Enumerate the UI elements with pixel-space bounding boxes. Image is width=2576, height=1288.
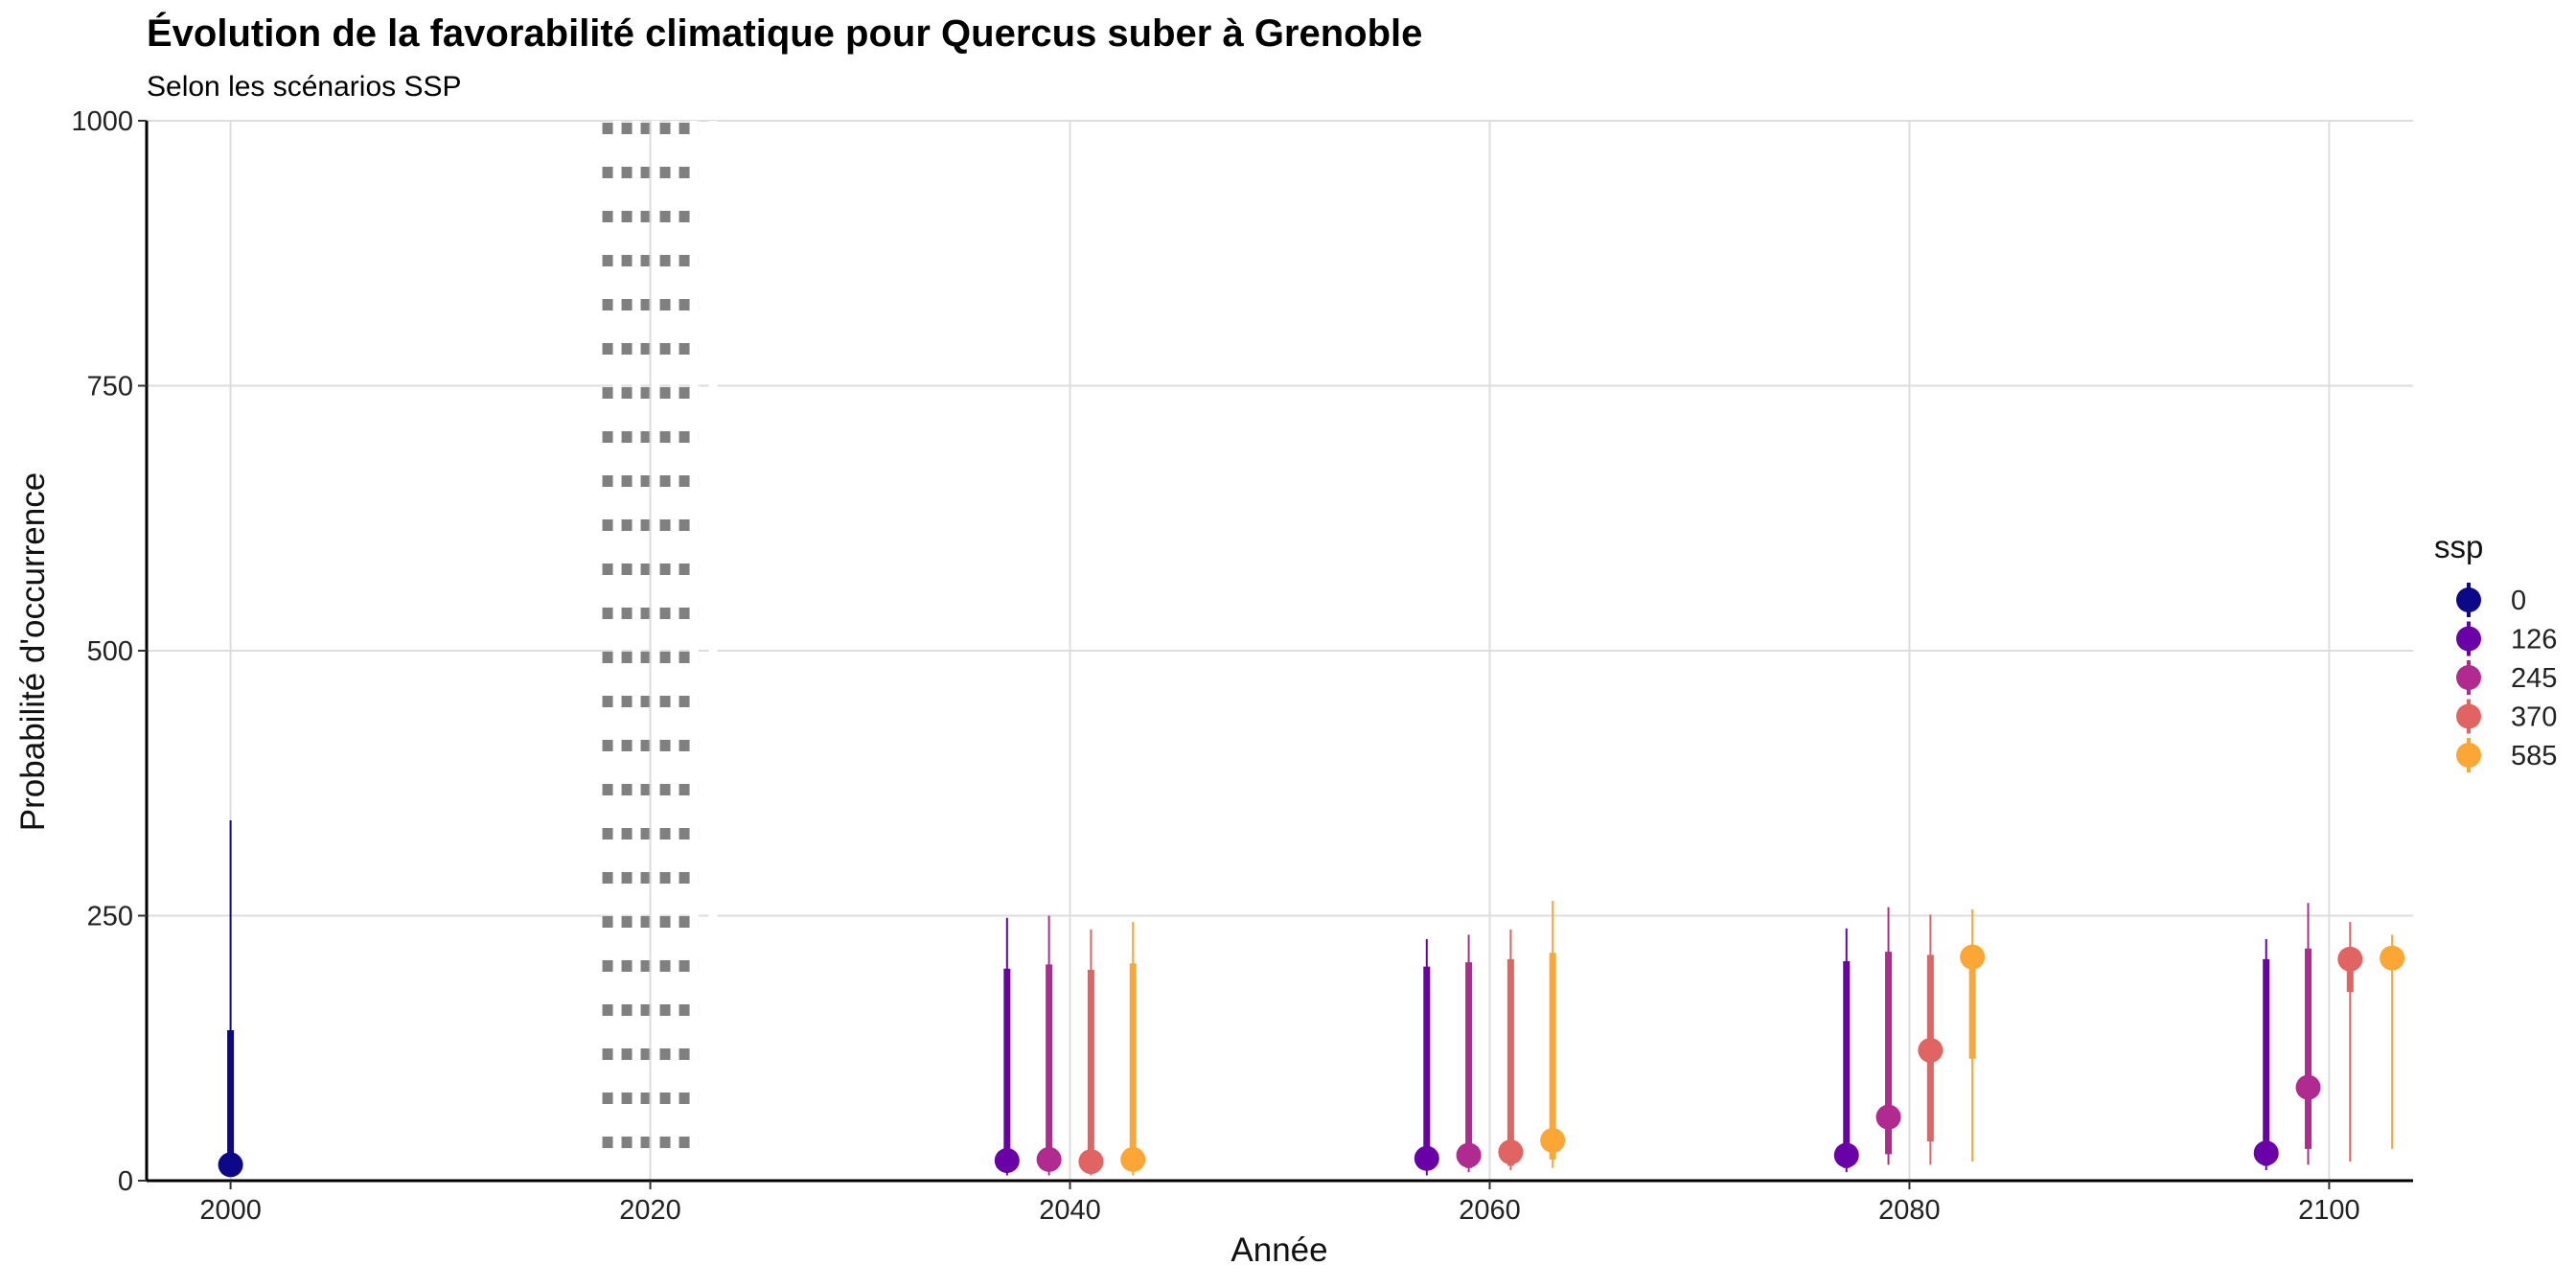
point-interval-ssp-245 bbox=[1875, 907, 1901, 1165]
reference-line-gap bbox=[689, 121, 699, 1181]
data-point bbox=[2253, 1140, 2279, 1166]
data-marks bbox=[218, 819, 2405, 1178]
data-point bbox=[1833, 1142, 1859, 1168]
point-interval-ssp-245 bbox=[1036, 915, 1062, 1176]
data-point bbox=[1875, 1104, 1901, 1130]
legend-label: 370 bbox=[2511, 702, 2557, 733]
point-interval-ssp-585 bbox=[1960, 908, 1986, 1162]
point-interval-ssp-126 bbox=[1414, 938, 1439, 1176]
legend-key-dot bbox=[2456, 703, 2481, 729]
y-axis-title: Probabilité d'occurrence bbox=[14, 472, 52, 831]
data-point bbox=[1414, 1145, 1439, 1171]
axes bbox=[138, 120, 2413, 1189]
legend-key-dot bbox=[2456, 587, 2481, 612]
data-point bbox=[2380, 945, 2405, 971]
x-axis-title: Année bbox=[1230, 1231, 1327, 1269]
x-tick-label: 2040 bbox=[1039, 1195, 1101, 1226]
legend-label: 0 bbox=[2511, 586, 2526, 616]
legend-item-0: 0 bbox=[2456, 583, 2526, 617]
chart-subtitle: Selon les scénarios SSP bbox=[147, 71, 462, 103]
reference-line-gap bbox=[651, 121, 660, 1181]
point-interval-ssp-370 bbox=[2337, 922, 2363, 1162]
data-point bbox=[1456, 1142, 1482, 1168]
gridlines bbox=[147, 120, 2413, 1182]
legend-label: 585 bbox=[2511, 741, 2557, 771]
reference-line-gap bbox=[632, 121, 641, 1181]
point-interval-ssp-126 bbox=[994, 917, 1020, 1176]
point-interval-ssp-370 bbox=[1078, 929, 1104, 1176]
data-point bbox=[994, 1147, 1020, 1173]
legend-item-245: 245 bbox=[2456, 660, 2557, 695]
x-tick-label: 2100 bbox=[2298, 1195, 2360, 1226]
legend-label: 245 bbox=[2511, 663, 2557, 694]
point-interval-ssp-245 bbox=[2295, 903, 2321, 1165]
reference-line-gap bbox=[612, 121, 622, 1181]
y-tick-label: 250 bbox=[87, 902, 133, 932]
data-point bbox=[1918, 1037, 1944, 1063]
legend-key-dot bbox=[2456, 626, 2481, 652]
reference-line-2020 bbox=[602, 121, 718, 1181]
x-tick-label: 2020 bbox=[619, 1195, 681, 1226]
point-interval-ssp-585 bbox=[1540, 901, 1566, 1168]
data-point bbox=[218, 1152, 243, 1178]
data-point bbox=[2295, 1074, 2321, 1100]
x-tick-label: 2060 bbox=[1459, 1195, 1521, 1226]
legend-item-585: 585 bbox=[2456, 738, 2557, 772]
legend-item-370: 370 bbox=[2456, 699, 2557, 734]
point-interval-ssp-585 bbox=[1120, 922, 1146, 1176]
reference-line-gaps bbox=[612, 121, 718, 1181]
data-point bbox=[1120, 1146, 1146, 1172]
legend-key-dot bbox=[2456, 665, 2481, 690]
data-point bbox=[1498, 1139, 1524, 1165]
legend-key-dot bbox=[2456, 743, 2481, 768]
y-tick-label: 1000 bbox=[71, 106, 133, 137]
x-tick-label: 2000 bbox=[199, 1195, 262, 1226]
legend-label: 126 bbox=[2511, 625, 2557, 656]
tick-labels: 0 250 500 750 1000 2000 2020 2040 2060 2080 2100 bbox=[71, 106, 2359, 1226]
y-tick-label: 0 bbox=[118, 1166, 133, 1197]
legend: ssp 0 126 245 370 585 bbox=[2434, 529, 2557, 772]
point-interval-ssp-126 bbox=[1833, 928, 1859, 1173]
legend-title: ssp bbox=[2434, 529, 2483, 564]
reference-line-gap bbox=[708, 121, 718, 1181]
point-interval-ssp-585 bbox=[2380, 934, 2405, 1149]
y-tick-label: 750 bbox=[87, 372, 133, 402]
data-point bbox=[1036, 1146, 1062, 1172]
legend-item-126: 126 bbox=[2456, 621, 2557, 656]
point-interval-ssp-370 bbox=[1918, 914, 1944, 1165]
point-interval-ssp-0 bbox=[218, 819, 243, 1178]
chart-title: Évolution de la favorabilité climatique … bbox=[147, 12, 1422, 55]
data-point bbox=[2337, 946, 2363, 972]
point-interval-ssp-245 bbox=[1456, 934, 1482, 1173]
data-point bbox=[1540, 1127, 1566, 1153]
y-tick-label: 500 bbox=[87, 636, 133, 667]
data-point bbox=[1960, 944, 1986, 970]
reference-line-gap bbox=[670, 121, 679, 1181]
data-point bbox=[1078, 1149, 1104, 1175]
point-interval-ssp-370 bbox=[1498, 929, 1524, 1170]
x-tick-label: 2080 bbox=[1878, 1195, 1941, 1226]
point-interval-ssp-126 bbox=[2253, 938, 2279, 1170]
